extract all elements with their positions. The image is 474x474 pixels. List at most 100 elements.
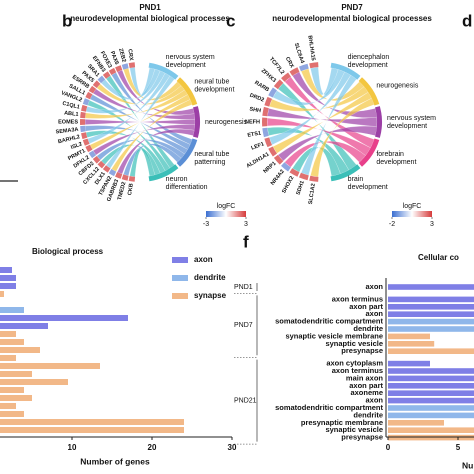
gene-segment (281, 72, 291, 82)
gene-segment (281, 162, 291, 172)
bar (388, 360, 430, 367)
gene-segment (289, 168, 300, 177)
process-sector (193, 106, 201, 138)
gene-segment (268, 146, 277, 157)
process-sector (148, 164, 179, 182)
process-label: forebrain (376, 151, 404, 158)
gene-segment (262, 106, 269, 117)
colorbar-tick-label: -3 (203, 221, 209, 228)
bar (388, 368, 474, 374)
y-tick-label: presynaptic membrane (301, 418, 383, 427)
gene-label: LEF1 (250, 141, 265, 151)
bar (388, 318, 474, 325)
process-sector (358, 77, 380, 106)
gene-label: BARHL2 (57, 134, 80, 145)
gene-segment (82, 98, 90, 106)
x-tick-label: 10 (68, 443, 77, 452)
bar (388, 284, 474, 290)
gene-label: NR4A2 (270, 169, 286, 187)
gene-label: CRX (284, 56, 295, 69)
bar (0, 275, 16, 281)
bar (388, 383, 474, 389)
gene-segment (81, 132, 88, 140)
process-label: neural tube (194, 79, 229, 86)
bar (0, 307, 24, 313)
y-tick-label: synaptic vesicle membrane (285, 331, 383, 340)
gene-segment (97, 160, 106, 169)
gene-label: ISL2 (70, 141, 83, 151)
chart-title: Biological process (32, 247, 104, 256)
gene-label: EOMES (58, 119, 78, 125)
process-label: brain (348, 176, 364, 183)
process-label: patterning (194, 159, 225, 166)
x-tick-label: 5 (456, 443, 461, 452)
group-label: PND7 (234, 322, 253, 329)
chord-ribbon (300, 75, 357, 176)
x-tick-label: 0 (386, 443, 391, 452)
gene-label: SLC6A4 (293, 42, 306, 65)
y-tick-label: axon part (349, 381, 383, 390)
colorbar-tick-label: 3 (244, 221, 248, 228)
gene-segment (128, 176, 136, 182)
chart-title: PND7 (341, 3, 363, 12)
legend-label: axon (194, 255, 213, 264)
bar (0, 403, 16, 409)
process-label: neurogenesis (205, 119, 248, 126)
legend-swatch (172, 293, 188, 299)
colorbar-label: logFC (217, 203, 236, 210)
gene-label: SDH1 (296, 180, 306, 196)
process-sector (358, 138, 380, 167)
process-label: differentiation (166, 184, 208, 191)
chord-ribbon (277, 126, 377, 162)
bar (388, 341, 435, 347)
x-axis-title: Number of genes (80, 456, 150, 466)
gene-label: RARB (253, 80, 270, 93)
y-tick-label: axoneme (350, 388, 383, 397)
panel-label: c (226, 11, 235, 30)
gene-segment (309, 175, 319, 182)
bar (388, 420, 444, 426)
process-label: diencephalon (348, 54, 390, 61)
gene-segment (80, 111, 86, 119)
gene-segment (128, 62, 136, 68)
x-axis-title: Nu (462, 460, 473, 470)
process-label: neurogenesis (376, 83, 419, 90)
bar (0, 379, 68, 385)
colorbar (392, 211, 432, 217)
gene-segment (268, 87, 277, 98)
colorbar-tick-label: -2 (389, 221, 395, 228)
bar (0, 387, 24, 393)
chart-title: Cellular co (418, 253, 459, 262)
bar (0, 267, 12, 273)
y-tick-label: main axon (346, 373, 384, 382)
bar (0, 291, 4, 297)
process-label: development (348, 62, 388, 69)
bar (0, 323, 48, 329)
process-sector (330, 164, 361, 182)
legend-swatch (172, 275, 188, 281)
process-label: development (166, 62, 206, 69)
panel-label: b (62, 11, 72, 30)
bar (0, 419, 184, 425)
gene-segment (108, 67, 117, 76)
legend-label: synapse (194, 291, 227, 300)
bar (0, 339, 24, 345)
gene-segment (121, 174, 129, 181)
gene-segment (80, 125, 86, 133)
bar (388, 333, 430, 340)
y-tick-label: presynapse (341, 433, 383, 442)
group-label: PND21 (234, 397, 257, 404)
gene-label: NEFH (245, 119, 260, 125)
chord-ribbon (105, 75, 175, 169)
gene-segment (298, 63, 309, 72)
gene-segment (289, 67, 300, 76)
bar (0, 395, 32, 401)
gene-segment (309, 62, 319, 69)
bar (0, 427, 184, 433)
legend-label: dendrite (194, 273, 226, 282)
gene-label: C1QL1 (62, 101, 81, 111)
bar (0, 347, 40, 353)
bar (388, 296, 474, 303)
bar (0, 363, 100, 369)
bar (388, 326, 474, 332)
